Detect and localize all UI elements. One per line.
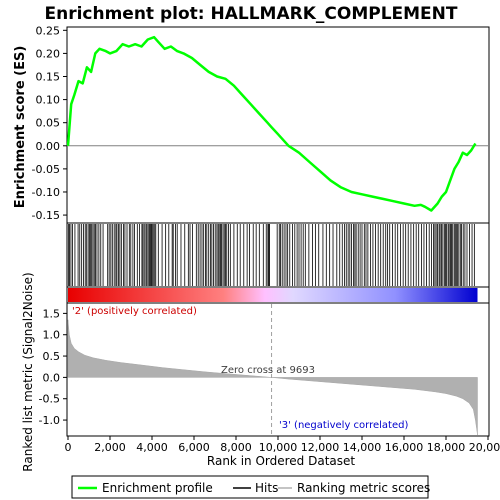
rank-y-tick-label: -1.0	[39, 414, 60, 427]
es-panel-frame	[67, 27, 489, 223]
es-y-tick-label: 0.10	[36, 94, 61, 107]
es-panel: 0.250.200.150.100.050.00-0.05-0.10-0.15 …	[13, 24, 489, 223]
es-y-tick-label: 0.15	[36, 71, 61, 84]
rank-y-axis-label: Ranked list metric (Signal2Noise)	[21, 272, 35, 471]
x-axis-ticks: 0 2,000 4,000 6,000 8,000 10,000 12,000 14,000 1…	[65, 436, 500, 454]
x-tick-label: 6,000	[178, 441, 210, 454]
chart-title: Enrichment plot: HALLMARK_COMPLEMENT	[44, 4, 457, 24]
rank-y-tick-label: 0.5	[43, 350, 61, 363]
positive-correlation-label: '2' (positively correlated)	[72, 306, 197, 317]
legend-hits-label: Hits	[255, 481, 278, 495]
rank-y-tick-label: 1.0	[43, 329, 61, 342]
ranking-colorbar	[67, 287, 489, 303]
es-y-tick-label: 0.05	[36, 117, 61, 130]
x-tick-label: 16,000	[385, 441, 424, 454]
es-y-tick-label: 0.25	[36, 24, 61, 37]
hits-panel-frame	[67, 223, 489, 287]
legend-enrichment-label: Enrichment profile	[102, 481, 213, 495]
es-y-axis-label: Enrichment score (ES)	[13, 46, 28, 209]
x-tick-label: 8,000	[220, 441, 252, 454]
x-tick-label: 4,000	[136, 441, 168, 454]
legend-ranking-label: Ranking metric scores	[297, 481, 430, 495]
es-y-tick-label: 0.00	[36, 140, 61, 153]
x-tick-label: 20,000	[469, 441, 500, 454]
es-y-tick-label: 0.20	[36, 47, 61, 60]
es-y-tick-label: -0.05	[32, 163, 60, 176]
rank-y-tick-label: 0.0	[43, 371, 61, 384]
rank-y-tick-label: 1.5	[43, 307, 61, 320]
x-tick-label: 10,000	[259, 441, 298, 454]
x-tick-label: 2,000	[94, 441, 126, 454]
x-tick-label: 14,000	[343, 441, 382, 454]
es-y-tick-label: -0.10	[32, 186, 60, 199]
x-tick-label: 18,000	[427, 441, 466, 454]
es-y-tick-label: -0.15	[32, 209, 60, 222]
colorbar-gradient	[68, 288, 478, 302]
hits-panel	[67, 223, 489, 287]
x-tick-label: 12,000	[301, 441, 340, 454]
zero-cross-label: Zero cross at 9693	[221, 365, 315, 376]
rank-y-axis-ticks: 1.5 1.0 0.5 0.0 -0.5 -1.0	[39, 307, 67, 427]
rank-y-tick-label: -0.5	[39, 393, 60, 406]
es-y-axis-ticks: 0.25 0.20 0.15 0.10 0.05 0.00 -0.05 -0.10 -0.15	[32, 24, 67, 222]
legend: Enrichment profile Hits Ranking metric s…	[72, 476, 430, 498]
x-axis-label: Rank in Ordered Dataset	[207, 454, 355, 468]
x-tick-label: 0	[65, 441, 72, 454]
negative-correlation-label: '3' (negatively correlated)	[279, 420, 408, 431]
